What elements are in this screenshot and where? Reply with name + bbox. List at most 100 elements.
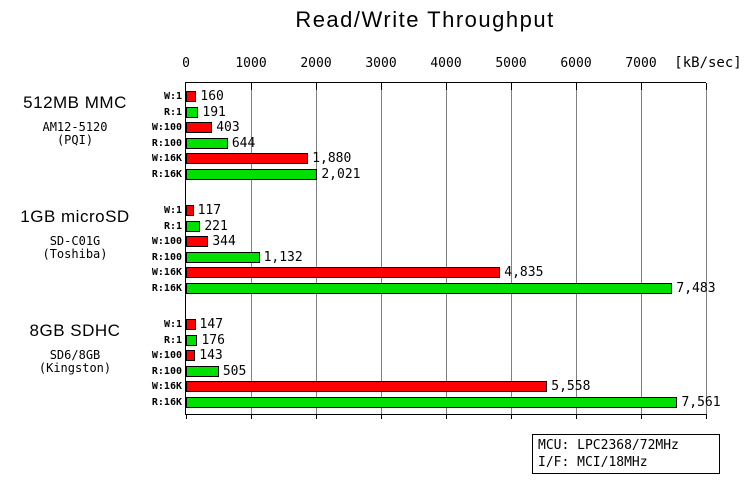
bar-8gb-sdhc-r100 bbox=[186, 365, 219, 377]
bar-label: W:16K bbox=[151, 153, 182, 164]
bar-8gb-sdhc-w1 bbox=[186, 319, 196, 330]
chart-title: Read/Write Throughput bbox=[295, 7, 555, 32]
x-tick-label-0: 0 bbox=[182, 56, 190, 71]
axis-tick-top-8000 bbox=[706, 83, 707, 90]
group-title-1gb-microsd: 1GB microSD bbox=[20, 207, 130, 226]
axis-tick-bottom-8000 bbox=[706, 414, 707, 419]
bar-value: 4,835 bbox=[504, 265, 544, 280]
bar-value: 1,880 bbox=[312, 151, 352, 166]
bar-label: W:16K bbox=[151, 381, 182, 392]
axis-tick-bottom-7000 bbox=[641, 414, 642, 419]
group-vendor-8gb-sdhc: (Kingston) bbox=[38, 361, 112, 375]
bar-1gb-microsd-w1 bbox=[186, 205, 194, 216]
bar-value: 7,561 bbox=[681, 394, 721, 410]
bar-label: R:16K bbox=[151, 282, 182, 294]
bar-label: W:1 bbox=[163, 319, 182, 330]
bar-512mb-mmc-w16k bbox=[186, 153, 309, 164]
group-title-512mb-mmc: 512MB MMC bbox=[23, 93, 127, 112]
gridline-8000 bbox=[706, 83, 707, 414]
axis-tick-top-5000 bbox=[511, 83, 512, 90]
bar-512mb-mmc-w100 bbox=[186, 122, 213, 133]
group-vendor-512mb-mmc: (PQI) bbox=[56, 133, 94, 147]
axis-unit-label: [kB/sec] bbox=[674, 55, 742, 71]
info-line-mcu: MCU: LPC2368/72MHz bbox=[538, 438, 679, 453]
bar-label: W:1 bbox=[163, 91, 182, 102]
bar-value: 644 bbox=[231, 135, 256, 151]
bar-label: R:1 bbox=[163, 334, 182, 346]
gridline-7000 bbox=[641, 83, 642, 414]
group-title-8gb-sdhc: 8GB SDHC bbox=[29, 321, 121, 340]
bar-value: 117 bbox=[197, 203, 222, 218]
bar-value: 505 bbox=[222, 363, 247, 379]
axis-tick-top-2000 bbox=[316, 83, 317, 90]
group-vendor-1gb-microsd: (Toshiba) bbox=[42, 247, 108, 261]
bar-8gb-sdhc-w100 bbox=[186, 350, 196, 361]
bar-value: 160 bbox=[200, 89, 224, 104]
bar-label: W:100 bbox=[151, 236, 182, 247]
bar-label: R:1 bbox=[163, 106, 182, 118]
bar-1gb-microsd-w100 bbox=[186, 236, 209, 247]
gridline-2000 bbox=[316, 83, 317, 414]
bar-512mb-mmc-w1 bbox=[186, 91, 197, 102]
axis-tick-bottom-1000 bbox=[251, 414, 252, 419]
group-model-1gb-microsd: SD-C01G bbox=[49, 234, 101, 248]
bar-value: 147 bbox=[199, 317, 224, 332]
plot-area: 160 191 403 644 1,880 2,021 117 221 344 1,132 4,83… bbox=[185, 82, 721, 419]
bar-label: R:1 bbox=[163, 220, 182, 232]
axis-tick-bottom-2000 bbox=[316, 414, 317, 419]
bar-8gb-sdhc-r1 bbox=[186, 334, 198, 346]
x-tick-label-5000: 5000 bbox=[495, 56, 527, 71]
axis-tick-bottom-4000 bbox=[446, 414, 447, 419]
bar-label: W:16K bbox=[151, 267, 182, 278]
bar-1gb-microsd-r16k bbox=[186, 282, 673, 294]
bar-value: 2,021 bbox=[321, 166, 361, 182]
bar-label: W:1 bbox=[163, 205, 182, 216]
bar-label: W:100 bbox=[151, 350, 182, 361]
x-tick-label-7000: 7000 bbox=[625, 56, 657, 71]
bar-value: 7,483 bbox=[676, 280, 716, 296]
group-model-8gb-sdhc: SD6/8GB bbox=[49, 348, 101, 362]
bar-label: R:100 bbox=[151, 365, 182, 377]
bar-1gb-microsd-r1 bbox=[186, 220, 201, 232]
axis-tick-bottom-5000 bbox=[511, 414, 512, 419]
bar-label: R:100 bbox=[151, 137, 182, 149]
bar-8gb-sdhc-r16k bbox=[186, 396, 678, 408]
axis-tick-bottom-3000 bbox=[381, 414, 382, 419]
bar-512mb-mmc-r1 bbox=[186, 106, 199, 118]
axis-tick-bottom-6000 bbox=[576, 414, 577, 419]
gridline-1000 bbox=[251, 83, 252, 414]
axis-tick-top-1000 bbox=[251, 83, 252, 90]
bar-1gb-microsd-r100 bbox=[186, 251, 260, 263]
axis-tick-top-6000 bbox=[576, 83, 577, 90]
gridline-4000 bbox=[446, 83, 447, 414]
group-model-512mb-mmc: AM12-5120 bbox=[42, 120, 108, 134]
bar-8gb-sdhc-w16k bbox=[186, 381, 548, 392]
gridline-3000 bbox=[381, 83, 382, 414]
x-tick-label-4000: 4000 bbox=[430, 56, 462, 71]
info-box: MCU: LPC2368/72MHz I/F: MCI/18MHz bbox=[532, 434, 720, 474]
gridline-6000 bbox=[576, 83, 577, 414]
axis-tick-top-7000 bbox=[641, 83, 642, 90]
bar-value: 176 bbox=[201, 332, 225, 348]
bar-value: 143 bbox=[199, 348, 223, 363]
bar-value: 5,558 bbox=[551, 379, 591, 394]
gridline-5000 bbox=[511, 83, 512, 414]
x-tick-label-6000: 6000 bbox=[560, 56, 592, 71]
bar-label: W:100 bbox=[151, 122, 182, 133]
bar-value: 191 bbox=[202, 104, 226, 120]
bar-512mb-mmc-r16k bbox=[186, 168, 318, 180]
x-tick-label-2000: 2000 bbox=[300, 56, 332, 71]
axis-tick-top-3000 bbox=[381, 83, 382, 90]
info-line-if: I/F: MCI/18MHz bbox=[538, 455, 648, 470]
bar-label: R:16K bbox=[151, 396, 182, 408]
x-tick-label-1000: 1000 bbox=[235, 56, 267, 71]
bar-value: 403 bbox=[216, 120, 240, 135]
bar-label: R:16K bbox=[151, 168, 182, 180]
axis-tick-bottom-0 bbox=[186, 414, 187, 419]
axis-tick-top-4000 bbox=[446, 83, 447, 90]
x-tick-label-3000: 3000 bbox=[365, 56, 397, 71]
bar-value: 221 bbox=[204, 218, 228, 234]
bar-label: R:100 bbox=[151, 251, 182, 263]
bar-value: 344 bbox=[212, 234, 236, 249]
